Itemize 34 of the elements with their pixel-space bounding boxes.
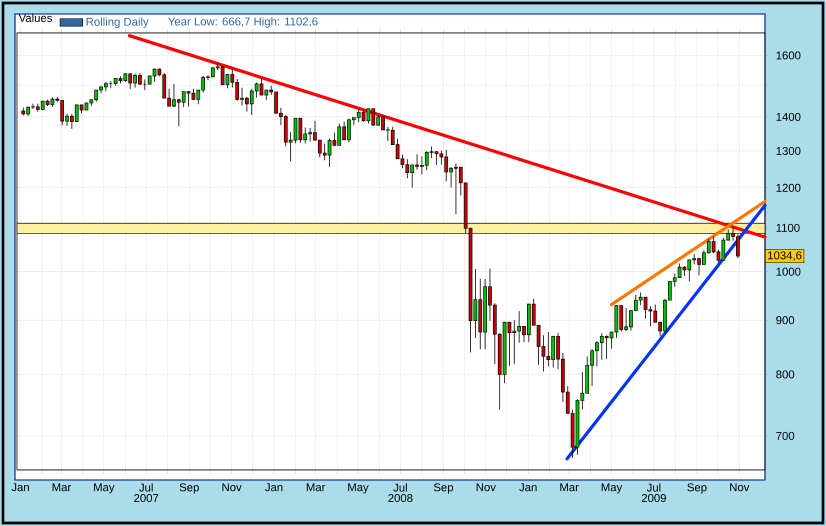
x-tick-label: Jan [519,483,537,492]
x-tick-label: Sep [687,483,707,494]
x-tick-label: May [348,483,369,494]
x-tick-label: Mar [560,483,579,492]
y-tick-label: 1400 [776,112,800,121]
y-tick-label: 700 [776,432,794,440]
x-tick-label: Jan [12,483,29,492]
annotation: 1034,6 [768,251,802,261]
x2-tick-label: 2008 [388,494,412,502]
x2-tick-label: 2007 [134,494,158,502]
x-tick-label: Sep [434,483,454,494]
x-tick-label: Jul [393,483,407,492]
x-tick-label: Sep [180,483,199,494]
y-tick-label: 1200 [776,184,800,192]
x-tick-label: May [602,483,622,494]
y-tick-label: 1600 [776,51,800,60]
y-tick-label: 800 [776,370,794,378]
x-tick-label: Jan [265,483,282,492]
chart-title: Values [18,14,52,22]
y-tick-label: 900 [776,316,794,324]
x2-tick-label: 2009 [642,494,666,502]
y-tick-label: 1100 [776,224,800,232]
y-tick-label: 1000 [776,268,800,276]
x-tick-label: Mar [306,483,326,492]
x-tick-label: Mar [52,483,72,492]
x-tick-label: Jul [139,483,153,492]
legend-label: Rolling Daily [86,17,149,28]
x-tick-label: Jul [646,483,660,492]
x-tick-label: Nov [222,483,242,492]
chart-subtitle: Year Low: 666,7 High: 1102,6 [168,17,318,28]
x-tick-label: Nov [476,483,496,492]
y-tick-label: 1300 [776,146,800,155]
x-tick-label: Nov [730,483,750,492]
x-tick-label: May [94,483,114,494]
